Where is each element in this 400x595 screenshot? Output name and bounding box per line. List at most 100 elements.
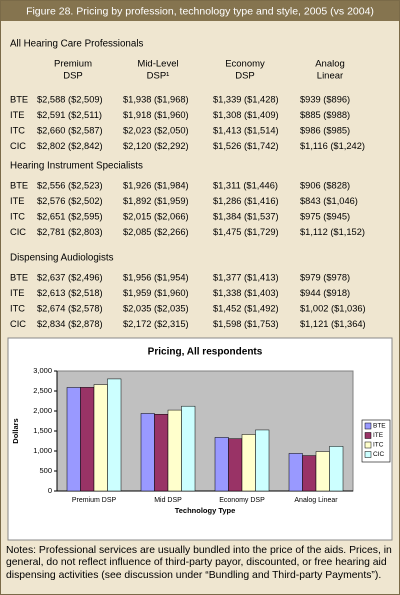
price-cell: $1,413 ($1,514) bbox=[213, 125, 279, 135]
legend-label: ITC bbox=[373, 442, 384, 449]
row-label: CIC bbox=[10, 319, 26, 329]
price-cell: $939 ($896) bbox=[300, 94, 350, 104]
bar bbox=[80, 387, 95, 492]
price-cell: $2,015 ($2,066) bbox=[123, 211, 189, 221]
price-cell: $1,311 ($1,446) bbox=[213, 180, 278, 190]
price-cell: $944 ($918) bbox=[300, 288, 350, 298]
legend-label: ITE bbox=[373, 432, 384, 439]
x-tick-label: Mid DSP bbox=[154, 497, 182, 504]
group-title: Dispensing Audiologists bbox=[10, 253, 114, 264]
price-cell: $1,121 ($1,364) bbox=[300, 319, 366, 329]
bar bbox=[329, 446, 344, 492]
x-tick-label: Economy DSP bbox=[219, 497, 265, 504]
legend-swatch bbox=[364, 422, 372, 430]
price-cell: $1,918 ($1,960) bbox=[123, 110, 189, 120]
column-header: Analog bbox=[315, 59, 345, 70]
price-cell: $2,591 ($2,511) bbox=[37, 110, 102, 120]
bar bbox=[241, 434, 256, 492]
row-label: ITE bbox=[10, 110, 24, 120]
price-cell: $1,598 ($1,753) bbox=[213, 319, 279, 329]
price-cell: $975 ($945) bbox=[300, 211, 350, 221]
price-cell: $1,938 ($1,968) bbox=[123, 94, 189, 104]
bar bbox=[107, 378, 122, 492]
bar bbox=[302, 455, 317, 492]
header-bar bbox=[1, 1, 399, 21]
row-label: BTE bbox=[10, 180, 28, 190]
price-cell: $1,377 ($1,413) bbox=[213, 272, 279, 282]
row-label: BTE bbox=[10, 272, 28, 282]
price-cell: $2,172 ($2,315) bbox=[123, 319, 189, 329]
row-label: BTE bbox=[10, 94, 28, 104]
row-label: ITC bbox=[10, 211, 25, 221]
column-header: Linear bbox=[317, 71, 343, 82]
row-label: CIC bbox=[10, 141, 26, 151]
legend-swatch bbox=[364, 432, 372, 439]
price-cell: $986 ($985) bbox=[300, 125, 350, 135]
bar bbox=[66, 387, 81, 492]
bar bbox=[154, 414, 169, 492]
price-cell: $1,956 ($1,954) bbox=[123, 272, 189, 282]
x-tick-label: Premium DSP bbox=[72, 497, 117, 504]
bar bbox=[167, 409, 182, 492]
y-tick-label: 2,000 bbox=[33, 406, 52, 415]
price-cell: $2,802 ($2,842) bbox=[37, 141, 103, 151]
bar bbox=[214, 437, 229, 492]
price-cell: $979 ($978) bbox=[300, 272, 350, 282]
price-cell: $906 ($828) bbox=[300, 180, 350, 190]
bar bbox=[93, 384, 108, 492]
price-cell: $1,926 ($1,984) bbox=[123, 180, 189, 190]
bar bbox=[181, 405, 196, 492]
y-tick-label: 3,000 bbox=[33, 366, 52, 375]
y-axis-label: Dollars bbox=[11, 418, 20, 443]
figure-title: Figure 28. Pricing by profession, techno… bbox=[26, 5, 374, 17]
legend-label: BTE bbox=[373, 423, 386, 430]
price-cell: $1,959 ($1,960) bbox=[123, 288, 189, 298]
x-axis-label: Technology Type bbox=[175, 506, 236, 515]
group-title: All Hearing Care Professionals bbox=[10, 39, 144, 50]
price-cell: $2,660 ($2,587) bbox=[37, 125, 103, 135]
price-cell: $2,674 ($2,578) bbox=[37, 303, 103, 313]
row-label: ITC bbox=[10, 303, 25, 313]
column-header: DSP bbox=[63, 71, 83, 82]
row-label: ITC bbox=[10, 125, 25, 135]
column-header: DSP bbox=[235, 71, 255, 82]
bar bbox=[255, 429, 270, 492]
legend-swatch bbox=[364, 441, 372, 449]
price-cell: $1,452 ($1,492) bbox=[213, 303, 279, 313]
price-cell: $885 ($988) bbox=[300, 110, 350, 120]
price-cell: $1,308 ($1,409) bbox=[213, 110, 279, 120]
price-cell: $1,526 ($1,742) bbox=[213, 141, 279, 151]
price-cell: $2,781 ($2,803) bbox=[37, 227, 103, 237]
price-cell: $1,384 ($1,537) bbox=[213, 211, 279, 221]
bar bbox=[228, 438, 243, 492]
bar bbox=[315, 451, 330, 492]
price-cell: $1,338 ($1,403) bbox=[213, 288, 279, 298]
price-cell: $1,339 ($1,428) bbox=[213, 94, 279, 104]
price-cell: $2,651 ($2,595) bbox=[37, 211, 103, 221]
price-cell: $2,576 ($2,502) bbox=[37, 196, 103, 206]
bar bbox=[140, 413, 155, 492]
price-cell: $2,023 ($2,050) bbox=[123, 125, 189, 135]
y-tick-label: 500 bbox=[39, 466, 52, 475]
price-cell: $1,892 ($1,959) bbox=[123, 196, 189, 206]
price-cell: $2,637 ($2,496) bbox=[37, 272, 103, 282]
legend-swatch bbox=[364, 451, 372, 458]
column-header: Mid-Level bbox=[137, 59, 178, 70]
price-cell: $2,588 ($2,509) bbox=[37, 94, 103, 104]
price-cell: $1,002 ($1,036) bbox=[300, 303, 366, 313]
notes: Notes: Professional services are usually… bbox=[6, 545, 392, 581]
row-label: ITE bbox=[10, 196, 24, 206]
price-cell: $2,120 ($2,292) bbox=[123, 141, 189, 151]
price-cell: $1,112 ($1,152) bbox=[300, 227, 365, 237]
column-header: Premium bbox=[54, 59, 92, 70]
bar bbox=[288, 453, 303, 492]
group-title: Hearing Instrument Specialists bbox=[10, 161, 143, 172]
price-cell: $2,834 ($2,878) bbox=[37, 319, 103, 329]
x-tick-label: Analog Linear bbox=[294, 497, 338, 504]
y-tick-label: 0 bbox=[48, 486, 52, 495]
price-cell: $1,116 ($1,242) bbox=[300, 141, 365, 151]
price-cell: $1,286 ($1,416) bbox=[213, 196, 279, 206]
price-cell: $2,613 ($2,518) bbox=[37, 288, 103, 298]
